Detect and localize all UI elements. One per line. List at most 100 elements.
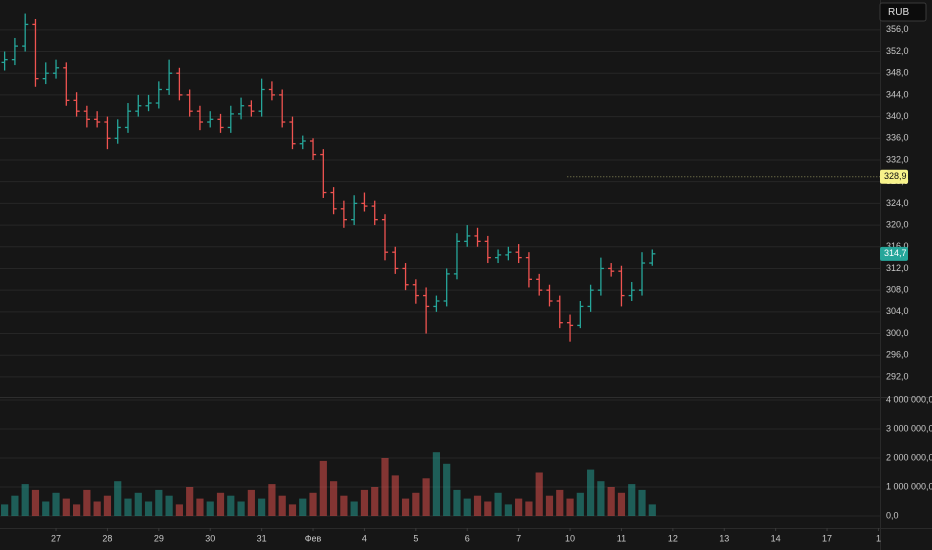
volume-bar [309, 492, 317, 516]
volume-bar [484, 501, 492, 516]
volume-bar [597, 481, 605, 516]
volume-bar [350, 501, 358, 516]
y-tick-label: 336,0 [886, 133, 909, 143]
x-tick-label: 11 [617, 533, 626, 543]
volume-bar [268, 484, 276, 516]
y-tick-label: 348,0 [886, 68, 909, 78]
volume-tick-label: 3 000 000,0 [886, 423, 932, 433]
x-tick-label: 27 [51, 533, 61, 543]
x-tick-label: 28 [102, 533, 112, 543]
volume-bar [258, 498, 266, 516]
x-tick-label: 6 [465, 533, 470, 543]
volume-bar [432, 452, 440, 516]
volume-bar [83, 489, 91, 516]
x-tick-label: Фев [305, 533, 322, 543]
volume-bar [21, 484, 29, 516]
x-tick-label: 5 [413, 533, 418, 543]
volume-bar [155, 489, 163, 516]
volume-bar [360, 489, 369, 516]
volume-bar [525, 501, 533, 516]
y-tick-label: 292,0 [886, 371, 909, 381]
volume-bar [628, 484, 636, 516]
volume-bar [319, 460, 327, 516]
volume-bar [422, 478, 430, 516]
volume-bar [1, 504, 9, 516]
volume-bar [175, 504, 183, 516]
volume-bar [401, 498, 410, 516]
volume-bar [638, 489, 646, 516]
y-tick-label: 320,0 [886, 219, 909, 229]
y-tick-label: 356,0 [886, 24, 909, 34]
last-price-label: 314,7 [884, 248, 907, 258]
volume-bar [288, 504, 297, 516]
y-tick-label: 344,0 [886, 89, 909, 99]
volume-bar [566, 498, 574, 516]
volume-bar [31, 489, 40, 516]
volume-bar [52, 492, 60, 516]
volume-bar [412, 492, 420, 516]
volume-bar [134, 492, 142, 516]
x-tick-label: 14 [771, 533, 781, 543]
y-tick-label: 324,0 [886, 198, 909, 208]
volume-bar [587, 469, 595, 516]
volume-bar [515, 498, 523, 516]
y-tick-label: 312,0 [886, 263, 909, 273]
x-tick-label: 7 [516, 533, 521, 543]
volume-bar [72, 504, 81, 516]
x-tick-label: 30 [205, 533, 215, 543]
currency-label[interactable]: RUB [888, 7, 909, 18]
y-tick-label: 340,0 [886, 111, 909, 121]
volume-bar [340, 495, 348, 516]
volume-bar [165, 495, 173, 516]
volume-bar [216, 492, 225, 516]
currency-box[interactable] [879, 2, 927, 22]
volume-bar [453, 489, 461, 516]
volume-tick-label: 1 000 000,0 [886, 481, 932, 491]
volume-bar [494, 492, 502, 516]
volume-bar [278, 495, 286, 516]
volume-bar [617, 492, 626, 516]
y-tick-label: 316,0 [886, 241, 909, 251]
x-tick-label: 12 [668, 533, 678, 543]
y-tick-label: 308,0 [886, 285, 909, 295]
volume-tick-label: 4 000 000,0 [886, 394, 932, 404]
volume-bar [473, 495, 482, 516]
y-tick-label: 304,0 [886, 306, 909, 316]
x-tick-label: 10 [565, 533, 575, 543]
volume-tick-label: 2 000 000,0 [886, 452, 932, 462]
volume-bar [247, 489, 255, 516]
volume-bar [124, 498, 132, 516]
volume-bar [114, 481, 122, 516]
volume-bar [237, 501, 245, 516]
volume-bar [504, 504, 512, 516]
volume-bar [42, 501, 50, 516]
volume-bar [62, 498, 70, 516]
y-tick-label: 352,0 [886, 46, 909, 56]
volume-bar [227, 495, 235, 516]
volume-bar [330, 481, 338, 516]
y-tick-label: 332,0 [886, 154, 909, 164]
x-tick-label: 4 [362, 533, 367, 543]
volume-bar [535, 472, 543, 516]
volume-bar [463, 498, 471, 516]
volume-bar [607, 486, 615, 516]
volume-bar [103, 495, 112, 516]
y-tick-label: 300,0 [886, 328, 909, 338]
y-tick-label: 296,0 [886, 350, 909, 360]
volume-bar [381, 457, 389, 516]
volume-bar [186, 486, 194, 516]
last-price-badge [880, 246, 908, 261]
x-tick-label: 31 [257, 533, 267, 543]
price-line-label: 328,9 [884, 171, 907, 181]
volume-bar [576, 492, 584, 516]
price-line-badge [880, 169, 908, 184]
volume-bar [391, 475, 399, 516]
x-tick-label: 13 [719, 533, 729, 543]
volume-bar [196, 498, 204, 516]
volume-bar [556, 489, 564, 516]
volume-bar [299, 498, 307, 516]
volume-bar [371, 486, 379, 516]
